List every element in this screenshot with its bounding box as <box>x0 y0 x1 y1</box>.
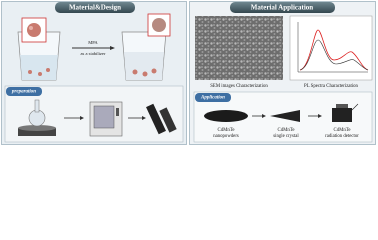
section-pill <box>195 93 231 102</box>
section-label: Application <box>200 96 225 101</box>
item-label: nanopowders <box>213 134 239 139</box>
sem-image <box>195 16 283 80</box>
beaker-right <box>121 13 171 81</box>
left-title: Material&Design <box>69 4 121 12</box>
item-label: radiation detector <box>325 134 359 139</box>
powder <box>204 110 248 122</box>
pl-spectrum <box>289 15 373 81</box>
arrow-label: as a stabilizer <box>81 51 106 56</box>
header-pill <box>230 2 335 13</box>
beaker-left <box>17 17 61 81</box>
right-title: Material Application <box>251 4 314 12</box>
item-label: CdMnTe <box>334 128 351 133</box>
item-label: CdMnTe <box>278 128 295 133</box>
arrow-head <box>110 46 115 50</box>
hotplate <box>18 99 56 136</box>
item-label: CdMnTe <box>218 128 235 133</box>
caption: PL Spectra Characterization <box>304 84 358 89</box>
header-pill <box>55 2 135 13</box>
arrow-label: MPA <box>88 40 98 45</box>
graphical-abstract: Material&Design MPA as a stabilizer prep… <box>1 1 376 145</box>
item-label: single crystal <box>273 134 299 139</box>
ingots <box>146 103 177 135</box>
caption: SEM images Characterization <box>210 84 268 89</box>
section-label: preparation <box>11 90 36 95</box>
crystal <box>270 110 300 122</box>
oven <box>89 101 123 137</box>
detector <box>332 103 359 122</box>
section-pill <box>6 87 42 96</box>
